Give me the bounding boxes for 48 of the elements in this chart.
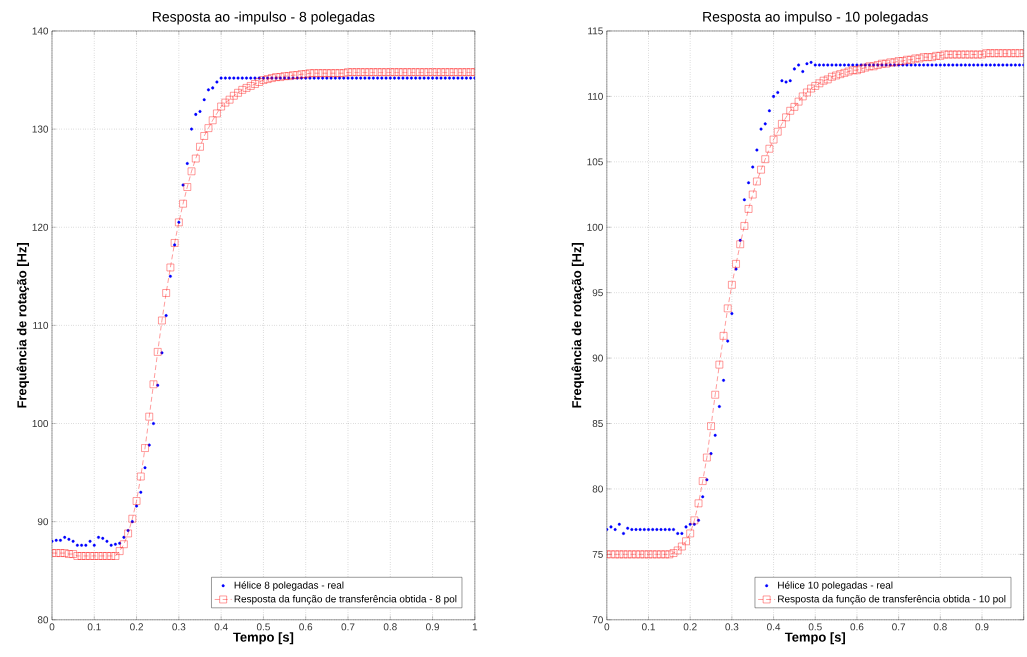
y-tick-label: 105: [587, 158, 603, 166]
x-tick-label: 0.8: [383, 623, 397, 631]
x-tick-label: 0.3: [172, 623, 186, 631]
y-tick-label: 120: [32, 223, 49, 231]
x-tick-label: 0.5: [256, 623, 270, 631]
x-tick-label: 0.4: [214, 623, 228, 631]
chart-title: Resposta ao -impulso - 8 polegadas: [152, 11, 375, 25]
y-axis-title: Frequência de rotação [Hz]: [571, 243, 584, 408]
x-tick-label: 1: [472, 623, 478, 631]
x-tick-label: 0.9: [426, 623, 440, 631]
x-tick-label: 0: [49, 623, 55, 631]
x-axis-title: Tempo [s]: [233, 632, 294, 645]
x-tick-label: 0.6: [299, 623, 313, 631]
legend-label: Hélice 10 polegadas - real: [778, 581, 893, 591]
x-tick-label: 0: [604, 623, 610, 631]
y-tick-label: 100: [587, 223, 603, 231]
y-tick-label: 130: [32, 125, 49, 133]
x-tick-label: 0.7: [892, 623, 906, 631]
x-tick-label: 0.2: [130, 623, 143, 631]
y-tick-label: 75: [592, 551, 603, 558]
x-tick-label: 0.1: [641, 623, 655, 631]
x-tick-label: 0.6: [850, 623, 864, 631]
y-tick-label: 110: [588, 92, 603, 101]
y-tick-label: 80: [592, 485, 603, 493]
y-tick-label: 90: [592, 354, 603, 362]
legend-label: Resposta da função de transferência obtida - 10 pol: [778, 595, 1006, 605]
y-tick-label: 70: [592, 616, 603, 624]
y-tick-label: 140: [32, 27, 49, 35]
x-tick-label: 0.7: [341, 623, 355, 631]
x-axis-title: Tempo [s]: [784, 632, 845, 645]
chart-title: Resposta ao impulso - 10 polegadas: [703, 11, 928, 25]
y-tick-label: 95: [592, 289, 603, 297]
x-tick-label: 0.1: [87, 623, 101, 631]
y-tick-label: 110: [33, 321, 49, 330]
legend-label: Resposta da função de transferência obtida - 8 pol: [234, 595, 457, 605]
legend-label: Hélice 8 polegadas - real: [234, 581, 344, 591]
y-tick-label: 100: [32, 420, 49, 428]
y-tick-label: 90: [37, 518, 49, 526]
x-tick-label: 0.3: [725, 623, 739, 631]
y-axis-title: Frequência de rotação [Hz]: [16, 243, 30, 408]
y-tick-label: 85: [592, 420, 603, 428]
x-tick-label: 0.4: [767, 623, 781, 631]
y-tick-label: 80: [37, 616, 49, 624]
x-tick-label: 0.8: [933, 623, 947, 631]
x-tick-label: 0.5: [808, 623, 822, 631]
x-tick-label: 0.9: [975, 623, 989, 631]
y-tick-label: 115: [588, 27, 603, 35]
x-tick-label: 0.2: [683, 623, 697, 631]
